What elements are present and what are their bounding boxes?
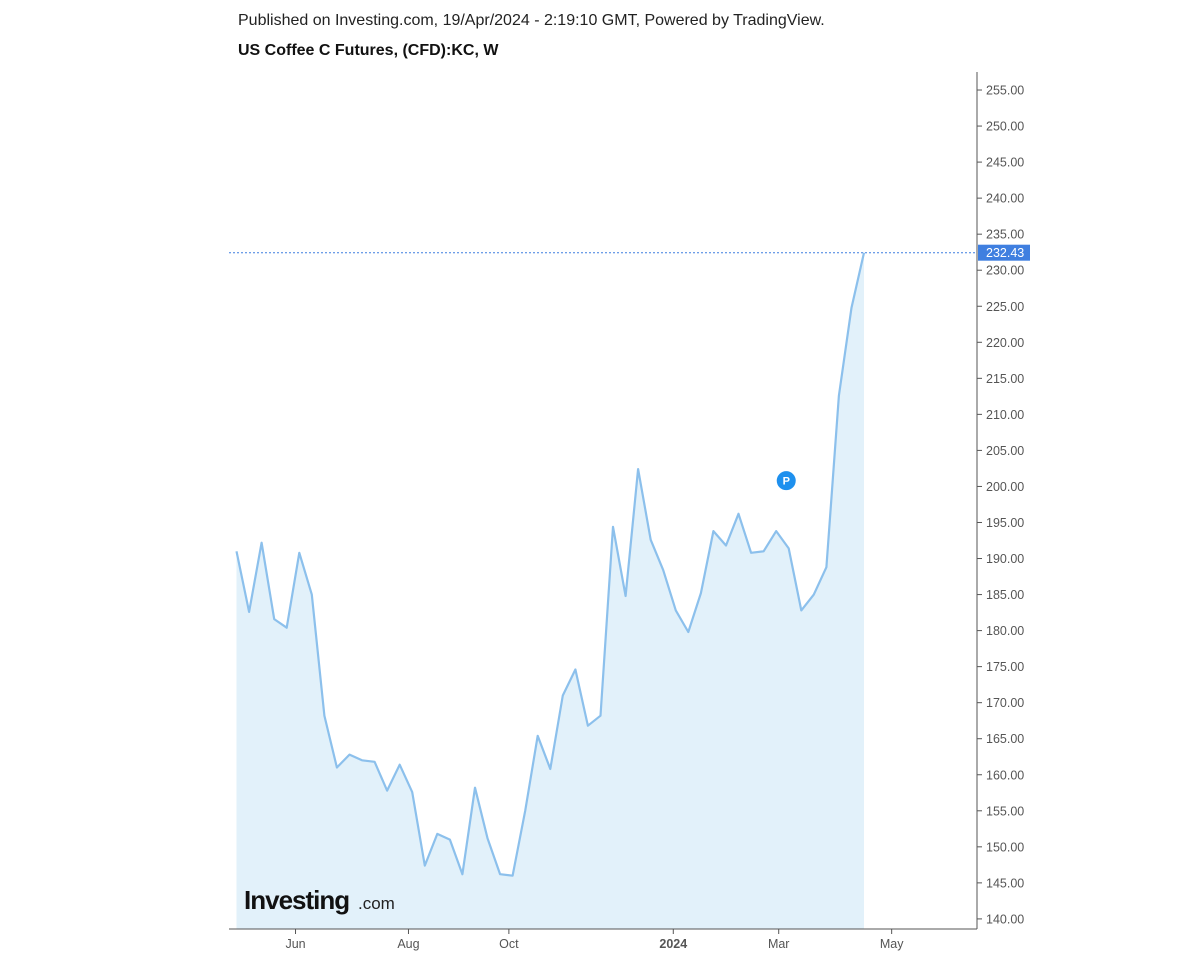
x-tick-label: Mar	[768, 937, 790, 951]
x-tick-label: 2024	[659, 937, 687, 951]
chart-title: US Coffee C Futures, (CFD):KC, W	[238, 42, 499, 59]
y-tick-label: 230.00	[986, 264, 1024, 278]
last-price-tag-bg	[978, 244, 1030, 261]
x-tick-label: Oct	[499, 937, 519, 951]
price-line[interactable]	[235, 252, 866, 877]
y-axis: 255.00 250.00 245.00 240.00 235.00 230.00 225.…	[976, 72, 1024, 929]
y-tick-label: 225.00	[986, 300, 1024, 314]
y-tick-label: 195.00	[986, 516, 1024, 530]
y-tick-label: 240.00	[986, 192, 1024, 206]
y-tick-label: 210.00	[986, 408, 1024, 422]
event-marker-label: P	[783, 476, 790, 488]
published-note: Published on Investing.com, 19/Apr/2024 …	[238, 12, 825, 29]
y-tick-label: 145.00	[986, 876, 1024, 890]
y-tick-label: 155.00	[986, 804, 1024, 818]
y-tick-label: 250.00	[986, 120, 1024, 134]
last-price-label: 232.43	[986, 246, 1024, 260]
logo-investing: Investing	[244, 885, 349, 915]
y-tick-label: 185.00	[986, 588, 1024, 602]
y-tick-label: 160.00	[986, 768, 1024, 782]
event-marker-circle[interactable]	[776, 471, 796, 491]
x-axis: Jun Aug Oct 2024 Mar May	[229, 928, 977, 951]
investing-logo: Investing .com	[244, 885, 395, 915]
y-tick-label: 245.00	[986, 156, 1024, 170]
y-tick-label: 235.00	[986, 228, 1024, 242]
logo-com-suffix: .com	[358, 894, 395, 913]
x-tick-label: Aug	[397, 937, 419, 951]
y-tick-label: 200.00	[986, 480, 1024, 494]
y-tick-label: 170.00	[986, 696, 1024, 710]
y-tick-label: 215.00	[986, 372, 1024, 386]
price-area-fill	[236, 252, 864, 929]
y-tick-label: 150.00	[986, 840, 1024, 854]
y-tick-label: 165.00	[986, 732, 1024, 746]
y-tick-label: 255.00	[986, 84, 1024, 98]
y-tick-label: 140.00	[986, 912, 1024, 926]
event-marker[interactable]: P	[776, 471, 796, 491]
y-tick-label: 205.00	[986, 444, 1024, 458]
y-tick-label: 175.00	[986, 660, 1024, 674]
x-tick-label: May	[880, 937, 904, 951]
y-tick-label: 220.00	[986, 336, 1024, 350]
y-tick-label: 180.00	[986, 624, 1024, 638]
last-price-tag: 232.43	[978, 244, 1030, 261]
y-tick-label: 190.00	[986, 552, 1024, 566]
x-tick-label: Jun	[285, 937, 305, 951]
